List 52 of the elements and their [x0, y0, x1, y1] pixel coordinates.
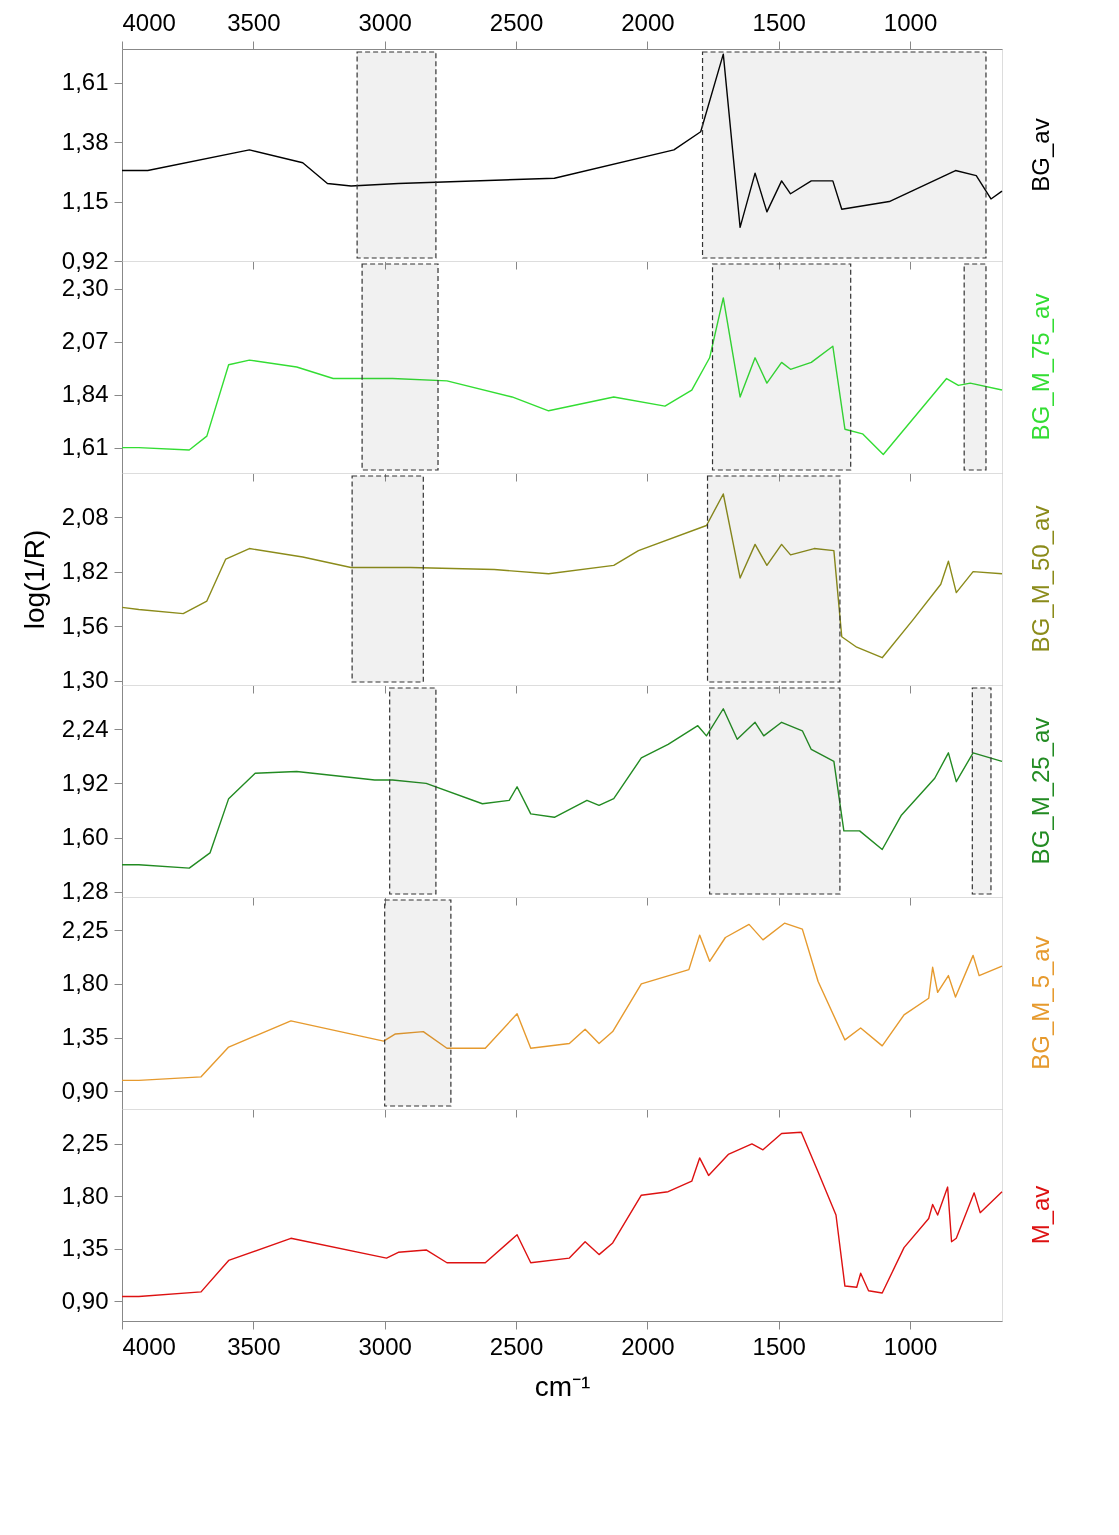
- y-tick-label: 1,35: [61, 1023, 109, 1051]
- x-tick-label: 4000: [122, 1332, 176, 1360]
- y-tick-label: 0,90: [61, 1076, 109, 1104]
- x2-tick-label: 3500: [227, 8, 281, 36]
- y-tick-label: 1,92: [61, 768, 109, 796]
- line-series: [121, 297, 1003, 456]
- y-tick-label: 1,15: [61, 187, 109, 215]
- text: BG_M_75_av: [1027, 293, 1054, 441]
- x2-tick-label: 1500: [752, 8, 806, 36]
- x-tick-label: 3000: [358, 1332, 412, 1360]
- x2-tick-label: 3000: [358, 8, 412, 36]
- y-tick-label: 1,60: [61, 823, 109, 851]
- y-tick-label: 1,82: [61, 557, 109, 585]
- y-tick-label: 1,30: [61, 666, 109, 694]
- line-series: [121, 1131, 1003, 1298]
- x2-tick-label: 2500: [489, 8, 544, 36]
- y-tick-label: 1,28: [61, 877, 109, 905]
- y-tick-label: 1,61: [61, 68, 109, 96]
- y-tick-label: 1,56: [61, 611, 109, 639]
- text: BG_M_5_av: [1027, 936, 1054, 1070]
- y-tick-label: 1,84: [61, 380, 109, 408]
- line-series: [121, 922, 1003, 1082]
- y-tick-label: 2,08: [61, 502, 109, 530]
- y-tick-label: 2,25: [61, 915, 109, 943]
- y-tick-label: 2,24: [61, 714, 109, 742]
- y-tick-label: 1,38: [61, 127, 109, 155]
- y-tick-label: 0,92: [61, 246, 109, 274]
- y-tick-label: 2,30: [61, 274, 109, 302]
- text: BG_M_25_av: [1027, 717, 1054, 865]
- y-tick-label: 2,07: [61, 327, 109, 355]
- x-tick-label: 2000: [621, 1332, 675, 1360]
- y-tick-label: 1,80: [61, 969, 109, 997]
- y-tick-label: 0,90: [61, 1286, 109, 1314]
- y-axis-title: log(1/R): [18, 529, 50, 630]
- y-tick-label: 2,25: [61, 1129, 109, 1157]
- x2-tick-label: 4000: [122, 8, 176, 36]
- text: M_av: [1027, 1185, 1054, 1245]
- y-tick-label: 1,80: [61, 1181, 109, 1209]
- line-series: [121, 53, 1003, 229]
- x-axis-title: cm⁻¹: [534, 1370, 591, 1402]
- line-series: [121, 708, 1003, 869]
- text: BG_M_50_av: [1027, 505, 1054, 653]
- x-tick-label: 1000: [883, 1332, 938, 1360]
- x-tick-label: 3500: [227, 1332, 281, 1360]
- text: BG_av: [1027, 118, 1054, 192]
- x-tick-label: 2500: [489, 1332, 544, 1360]
- y-tick-label: 1,61: [61, 433, 109, 461]
- line-series: [121, 493, 1003, 659]
- x-tick-label: 1500: [752, 1332, 806, 1360]
- x2-tick-label: 1000: [883, 8, 938, 36]
- x2-tick-label: 2000: [621, 8, 675, 36]
- y-tick-label: 1,35: [61, 1234, 109, 1262]
